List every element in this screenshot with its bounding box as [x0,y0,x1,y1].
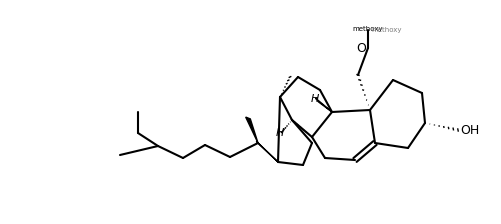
Text: OH: OH [460,123,479,136]
Polygon shape [257,141,278,162]
Text: O: O [356,41,366,54]
Polygon shape [245,117,258,143]
Text: H: H [276,128,284,138]
Text: methoxy: methoxy [371,27,401,33]
Text: methoxy: methoxy [353,26,383,32]
Text: H: H [311,94,319,104]
Polygon shape [316,98,332,112]
